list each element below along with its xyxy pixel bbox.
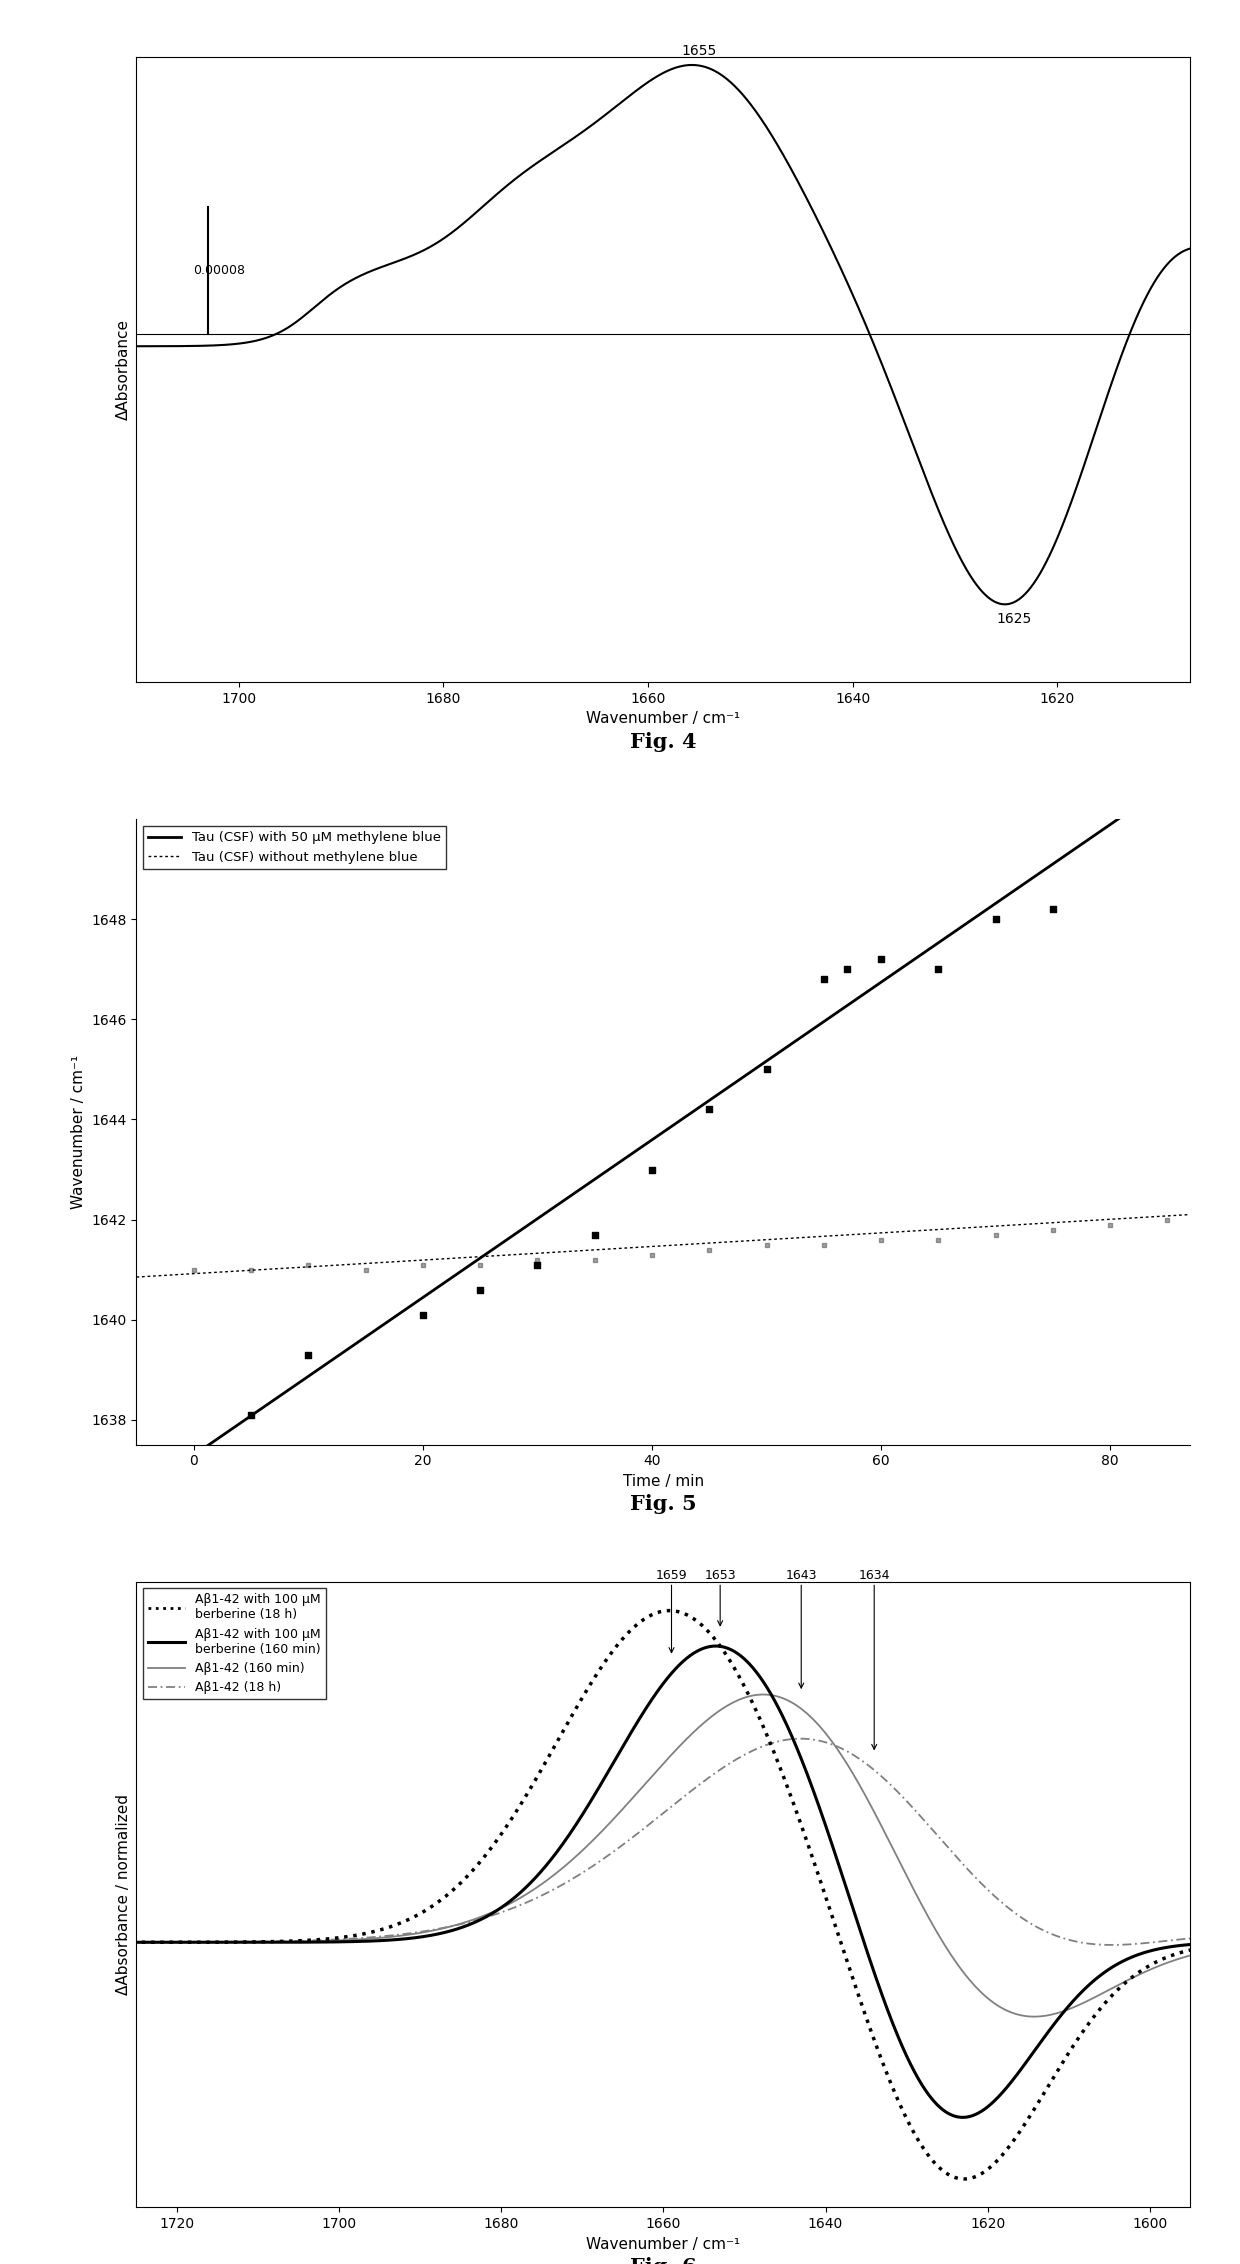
- Point: [470, 1247, 490, 1284]
- Point: [699, 1232, 719, 1268]
- Legend: Aβ1-42 with 100 μM
berberine (18 h), Aβ1-42 with 100 μM
berberine (160 min), Aβ1: Aβ1-42 with 100 μM berberine (18 h), Aβ1…: [143, 1589, 326, 1700]
- Aβ1-42 (18 h): [573, 1861, 588, 1888]
- Aβ1-42 (18 h): [1105, 1931, 1120, 1958]
- Aβ1-42 with 100 μM
berberine (18 h): [957, 2164, 972, 2192]
- Point: [413, 1297, 433, 1333]
- Y-axis label: ΔAbsorbance: ΔAbsorbance: [115, 319, 131, 419]
- Aβ1-42 (18 h): [88, 1929, 103, 1956]
- Legend: Tau (CSF) with 50 μM methylene blue, Tau (CSF) without methylene blue: Tau (CSF) with 50 μM methylene blue, Tau…: [143, 826, 446, 869]
- Aβ1-42 (160 min): [523, 1877, 538, 1904]
- Y-axis label: ΔAbsorbance / normalized: ΔAbsorbance / normalized: [115, 1795, 131, 1995]
- X-axis label: Time / min: Time / min: [622, 1474, 704, 1490]
- Text: 1625: 1625: [996, 611, 1032, 627]
- Aβ1-42 with 100 μM
berberine (160 min): [285, 1929, 300, 1956]
- Aβ1-42 (18 h): [794, 1725, 808, 1752]
- Text: 1634: 1634: [858, 1569, 890, 1750]
- Point: [413, 1247, 433, 1284]
- Point: [1043, 1211, 1063, 1247]
- Point: [813, 1227, 833, 1263]
- X-axis label: Wavenumber / cm⁻¹: Wavenumber / cm⁻¹: [587, 711, 740, 727]
- Aβ1-42 (160 min): [755, 1680, 770, 1707]
- Point: [986, 1216, 1006, 1252]
- Aβ1-42 with 100 μM
berberine (18 h): [662, 1596, 677, 1623]
- Aβ1-42 with 100 μM
berberine (18 h): [88, 1929, 103, 1956]
- Aβ1-42 (160 min): [88, 1929, 103, 1956]
- Aβ1-42 with 100 μM
berberine (160 min): [1202, 1929, 1216, 1956]
- Point: [1158, 1202, 1178, 1238]
- Point: [299, 1247, 319, 1284]
- Point: [299, 1336, 319, 1372]
- Point: [929, 951, 949, 987]
- Aβ1-42 with 100 μM
berberine (160 min): [708, 1632, 723, 1660]
- Aβ1-42 with 100 μM
berberine (160 min): [955, 2103, 970, 2130]
- Point: [642, 1236, 662, 1272]
- Point: [184, 1252, 203, 1288]
- Aβ1-42 with 100 μM
berberine (18 h): [573, 1687, 588, 1714]
- Point: [1043, 892, 1063, 928]
- Point: [470, 1272, 490, 1309]
- Aβ1-42 (160 min): [1224, 1933, 1239, 1961]
- Aβ1-42 with 100 μM
berberine (18 h): [1202, 1933, 1216, 1961]
- Aβ1-42 (160 min): [1202, 1938, 1216, 1965]
- Point: [699, 1091, 719, 1127]
- Aβ1-42 with 100 μM
berberine (160 min): [523, 1868, 538, 1895]
- Aβ1-42 with 100 μM
berberine (18 h): [1224, 1931, 1239, 1958]
- Aβ1-42 with 100 μM
berberine (160 min): [218, 1929, 233, 1956]
- Point: [813, 962, 833, 998]
- Aβ1-42 with 100 μM
berberine (160 min): [88, 1929, 103, 1956]
- Point: [756, 1227, 776, 1263]
- Point: [986, 901, 1006, 937]
- Text: 1659: 1659: [656, 1569, 687, 1653]
- Line: Aβ1-42 (160 min): Aβ1-42 (160 min): [95, 1693, 1231, 2017]
- Aβ1-42 (160 min): [285, 1929, 300, 1956]
- Point: [642, 1152, 662, 1189]
- Point: [585, 1216, 605, 1252]
- Point: [837, 951, 857, 987]
- Aβ1-42 (160 min): [218, 1929, 233, 1956]
- Aβ1-42 (160 min): [1027, 2004, 1042, 2031]
- Aβ1-42 with 100 μM
berberine (160 min): [1080, 1974, 1095, 2001]
- Text: Fig. 6: Fig. 6: [630, 2257, 697, 2264]
- Aβ1-42 with 100 μM
berberine (18 h): [523, 1773, 538, 1800]
- Text: 0.00008: 0.00008: [192, 265, 244, 276]
- Aβ1-42 (18 h): [1224, 1922, 1239, 1949]
- Line: Aβ1-42 with 100 μM
berberine (160 min): Aβ1-42 with 100 μM berberine (160 min): [95, 1646, 1231, 2117]
- Text: Fig. 5: Fig. 5: [630, 1494, 697, 1515]
- Text: Fig. 4: Fig. 4: [630, 731, 697, 752]
- Point: [527, 1247, 547, 1284]
- Point: [872, 942, 892, 978]
- Text: 1655: 1655: [682, 43, 717, 57]
- Point: [241, 1397, 260, 1433]
- Aβ1-42 with 100 μM
berberine (160 min): [1224, 1929, 1239, 1956]
- Point: [356, 1252, 376, 1288]
- Point: [756, 1050, 776, 1087]
- Y-axis label: Wavenumber / cm⁻¹: Wavenumber / cm⁻¹: [71, 1055, 86, 1209]
- Aβ1-42 with 100 μM
berberine (18 h): [218, 1929, 233, 1956]
- Aβ1-42 with 100 μM
berberine (160 min): [573, 1804, 588, 1832]
- Point: [241, 1252, 260, 1288]
- Line: Aβ1-42 with 100 μM
berberine (18 h): Aβ1-42 with 100 μM berberine (18 h): [95, 1610, 1231, 2178]
- Aβ1-42 with 100 μM
berberine (18 h): [285, 1927, 300, 1954]
- Point: [872, 1223, 892, 1259]
- Aβ1-42 (18 h): [285, 1927, 300, 1954]
- Point: [527, 1241, 547, 1277]
- Aβ1-42 (18 h): [523, 1886, 538, 1913]
- Line: Aβ1-42 (18 h): Aβ1-42 (18 h): [95, 1739, 1231, 1945]
- Point: [1100, 1207, 1120, 1243]
- Point: [585, 1241, 605, 1277]
- X-axis label: Wavenumber / cm⁻¹: Wavenumber / cm⁻¹: [587, 2237, 740, 2253]
- Text: 1643: 1643: [785, 1569, 817, 1689]
- Aβ1-42 (18 h): [218, 1929, 233, 1956]
- Aβ1-42 with 100 μM
berberine (18 h): [1080, 2013, 1095, 2040]
- Aβ1-42 (18 h): [1079, 1929, 1094, 1956]
- Aβ1-42 (160 min): [1080, 1988, 1095, 2015]
- Aβ1-42 (18 h): [1202, 1922, 1216, 1949]
- Text: 1653: 1653: [704, 1569, 737, 1626]
- Aβ1-42 (160 min): [573, 1838, 588, 1866]
- Point: [929, 1223, 949, 1259]
